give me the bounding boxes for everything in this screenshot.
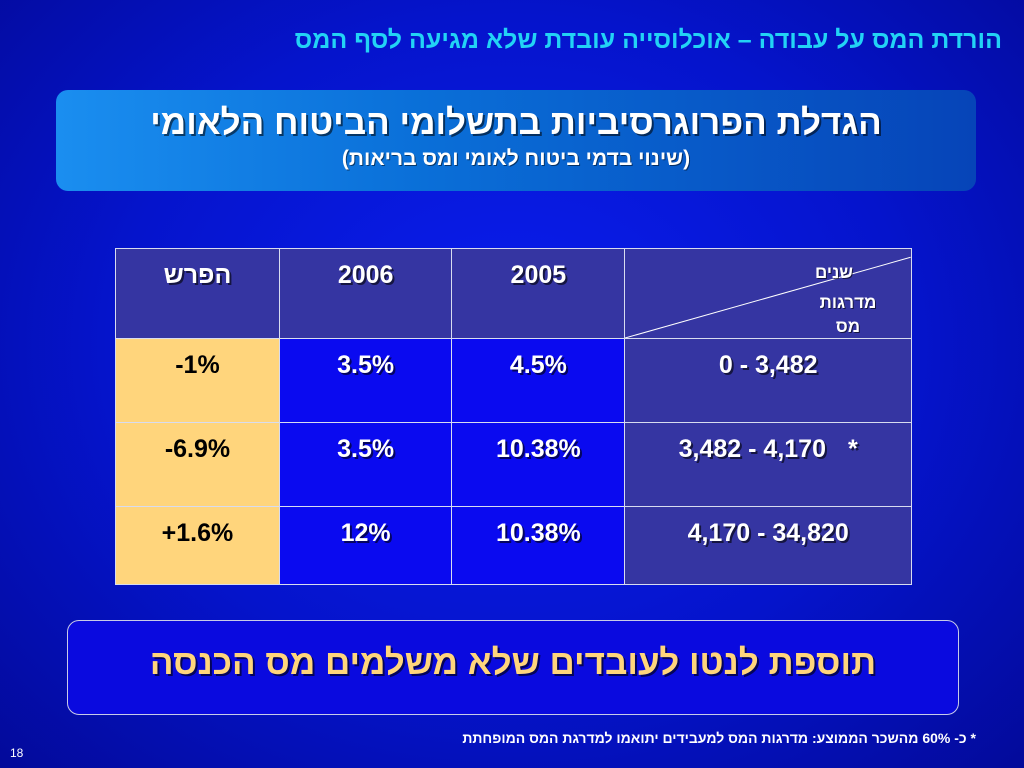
footnote-star: * [847, 435, 858, 463]
header-2006: 2006 [278, 248, 453, 339]
rates-table: שנים מדרגות מס 2005 2006 הפרש 0 - 3,482 … [115, 248, 912, 585]
table-row: 4,170 - 34,820 10.38% 12% +1.6% [115, 506, 912, 585]
bracket-cell: 4,170 - 34,820 [624, 506, 912, 585]
diff-cell: -1% [115, 338, 280, 423]
rate-2006-cell: 3.5% [278, 338, 453, 423]
bracket-range: 0 - 3,482 [718, 351, 818, 379]
bracket-cell: * 3,482 - 4,170 [624, 422, 912, 507]
rate-2006-cell: 3.5% [278, 422, 453, 507]
slide-top-title: הורדת המס על עבודה – אוכלוסייה עובדת שלא… [294, 26, 1002, 54]
diagonal-divider [625, 256, 911, 338]
diff-cell: -6.9% [115, 422, 280, 507]
header-2005: 2005 [451, 248, 626, 339]
bracket-range: 4,170 - 34,820 [687, 519, 849, 547]
diff-value: -1% [175, 351, 220, 379]
banner-title: הגדלת הפרוגרסיביות בתשלומי הביטוח הלאומי [150, 103, 882, 142]
banner-subtitle: (שינוי בדמי ביטוח לאומי ומס בריאות) [341, 147, 691, 170]
diff-cell: +1.6% [115, 506, 280, 585]
corner-header-cell: שנים מדרגות מס [624, 248, 912, 339]
corner-years-label: שנים [814, 263, 853, 282]
title-banner: הגדלת הפרוגרסיביות בתשלומי הביטוח הלאומי… [56, 90, 976, 191]
diff-value: -6.9% [164, 435, 231, 463]
bottom-message: תוספת לנטו לעובדים שלא משלמים מס הכנסה [149, 643, 877, 682]
footnote: * כ- 60% מהשכר הממוצע: מדרגות המס למעביד… [462, 730, 976, 746]
table-row: 0 - 3,482 4.5% 3.5% -1% [115, 338, 912, 423]
corner-brackets-label: מדרגות מס [819, 293, 877, 336]
rate-2005-cell: 4.5% [451, 338, 626, 423]
diff-value: +1.6% [161, 519, 234, 547]
bracket-range: 3,482 - 4,170 [678, 435, 826, 463]
header-diff: הפרש [115, 248, 280, 339]
table-header-row: שנים מדרגות מס 2005 2006 הפרש [115, 248, 912, 339]
slide-number: 18 [10, 746, 24, 760]
rate-2005-cell: 10.38% [451, 506, 626, 585]
table-row: * 3,482 - 4,170 10.38% 3.5% -6.9% [115, 422, 912, 507]
rate-2005-cell: 10.38% [451, 422, 626, 507]
bracket-cell: 0 - 3,482 [624, 338, 912, 423]
rate-2006-cell: 12% [278, 506, 453, 585]
bottom-message-box: תוספת לנטו לעובדים שלא משלמים מס הכנסה [67, 620, 959, 715]
